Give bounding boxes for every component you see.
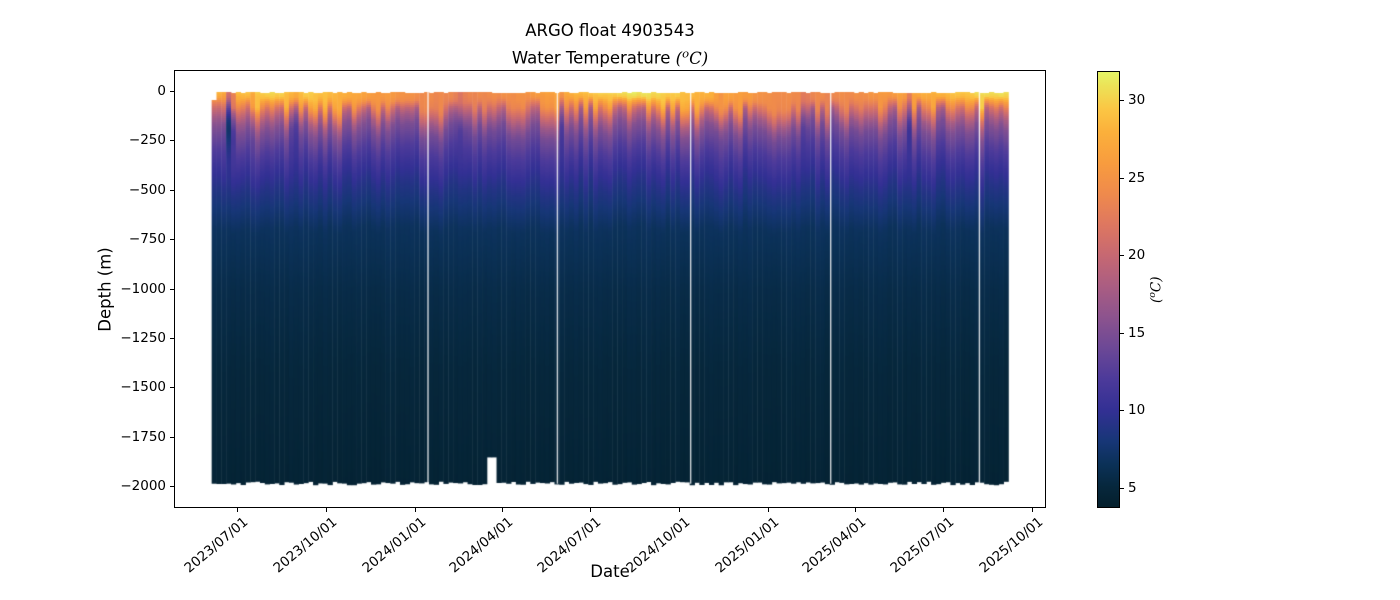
y-tick-label: 0 xyxy=(157,82,166,99)
y-tick-label: −250 xyxy=(128,132,166,149)
y-tick-mark xyxy=(170,239,174,241)
colorbar-tick-label: 30 xyxy=(1128,92,1146,109)
x-tick-mark xyxy=(679,508,680,512)
x-tick-mark xyxy=(502,508,504,512)
y-tick-label: −1000 xyxy=(120,280,166,297)
y-tick-mark xyxy=(170,189,174,191)
x-tick-mark xyxy=(767,508,769,512)
y-tick-mark xyxy=(170,387,174,389)
title-line-2: Water Temperature (oC) xyxy=(511,46,709,68)
x-tick-mark xyxy=(854,508,856,512)
colorbar-tick-mark xyxy=(1120,255,1124,257)
y-tick-mark xyxy=(170,140,174,142)
plot-frame xyxy=(174,70,1046,508)
colorbar-label: (oC) xyxy=(1146,276,1164,304)
y-tick-label: −2000 xyxy=(120,478,166,495)
colorbar-tick-mark xyxy=(1120,100,1124,102)
colorbar-tick-label: 15 xyxy=(1128,324,1146,341)
y-tick-mark xyxy=(170,436,174,438)
y-tick-mark xyxy=(170,288,174,290)
y-tick-label: −500 xyxy=(128,181,166,198)
colorbar-tick-label: 5 xyxy=(1128,479,1137,496)
x-tick-mark xyxy=(590,508,592,512)
chart-title: ARGO float 4903543 Water Temperature (oC… xyxy=(174,20,1046,70)
colorbar-tick-mark xyxy=(1120,410,1124,412)
colorbar-tick-mark xyxy=(1120,332,1124,334)
heatmap-canvas xyxy=(175,71,1045,507)
y-tick-mark xyxy=(170,486,174,488)
colorbar-tick-label: 25 xyxy=(1128,169,1146,186)
y-tick-label: −750 xyxy=(128,231,166,248)
colorbar xyxy=(1097,71,1120,508)
x-tick-mark xyxy=(414,508,416,512)
x-tick-mark xyxy=(236,508,238,512)
y-tick-mark xyxy=(170,90,174,92)
y-tick-label: −1500 xyxy=(120,379,166,396)
x-axis-label: Date xyxy=(590,562,630,581)
colorbar-tick-label: 10 xyxy=(1128,402,1146,419)
title-line-1: ARGO float 4903543 xyxy=(525,21,695,40)
y-tick-mark xyxy=(170,337,174,339)
y-tick-label: −1250 xyxy=(120,329,166,346)
y-tick-label: −1750 xyxy=(120,428,166,445)
colorbar-tick-label: 20 xyxy=(1128,247,1146,264)
colorbar-tick-mark xyxy=(1120,177,1124,179)
x-tick-mark xyxy=(942,508,944,512)
x-tick-mark xyxy=(1031,508,1033,512)
colorbar-tick-mark xyxy=(1120,487,1124,489)
x-tick-mark xyxy=(325,508,327,512)
x-tick-label: 2023/07/01 xyxy=(181,514,252,577)
